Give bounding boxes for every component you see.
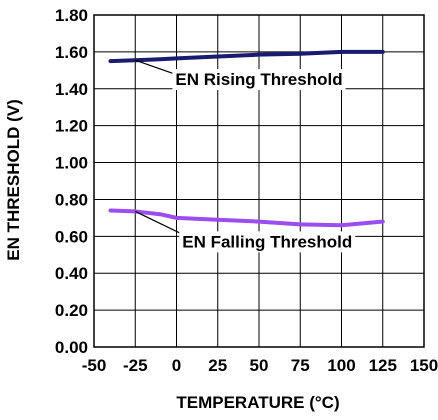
series-line-falling bbox=[108, 208, 385, 228]
grid-layer bbox=[93, 14, 425, 348]
x-tick-label: 75 bbox=[291, 356, 310, 375]
annotation-layer: EN Rising Threshold EN Falling Threshold bbox=[134, 59, 356, 253]
tick-label-layer: -50 -25 0 25 50 75 100 125 150 0.00 0.20 0.40 0.60 0.… bbox=[55, 6, 438, 375]
annotation-background bbox=[172, 69, 346, 91]
y-tick-label: 0.60 bbox=[55, 227, 88, 246]
annotation-label: EN Rising Threshold bbox=[175, 70, 342, 89]
x-tick-label: -25 bbox=[123, 356, 148, 375]
y-tick-label: 1.60 bbox=[55, 43, 88, 62]
series-line-rising bbox=[108, 49, 385, 64]
annotation-background bbox=[179, 231, 356, 253]
plot-frame bbox=[93, 14, 425, 348]
x-tick-label: 125 bbox=[369, 356, 397, 375]
y-tick-label: 1.80 bbox=[55, 6, 88, 25]
x-tick-label: 50 bbox=[250, 356, 269, 375]
y-tick-label: 1.20 bbox=[55, 117, 88, 136]
x-tick-label: 0 bbox=[172, 356, 181, 375]
x-tick-label: 25 bbox=[208, 356, 227, 375]
annotation-rising: EN Rising Threshold bbox=[135, 59, 346, 91]
y-tick-label: 0.40 bbox=[55, 264, 88, 283]
x-tick-label: 100 bbox=[327, 356, 355, 375]
y-tick-label: 0.20 bbox=[55, 301, 88, 320]
y-tick-label: 0.80 bbox=[55, 190, 88, 209]
y-tick-label: 1.40 bbox=[55, 80, 88, 99]
y-tick-label: 0.00 bbox=[55, 338, 88, 357]
annotation-falling: EN Falling Threshold bbox=[134, 210, 356, 253]
x-tick-label: 150 bbox=[410, 356, 438, 375]
annotation-label: EN Falling Threshold bbox=[182, 232, 352, 251]
y-axis-title: EN THRESHOLD (V) bbox=[4, 99, 23, 261]
x-tick-label: -50 bbox=[82, 356, 107, 375]
y-tick-label: 1.00 bbox=[55, 154, 88, 173]
series-layer bbox=[108, 49, 385, 228]
x-axis-title: TEMPERATURE (°C) bbox=[176, 393, 339, 412]
